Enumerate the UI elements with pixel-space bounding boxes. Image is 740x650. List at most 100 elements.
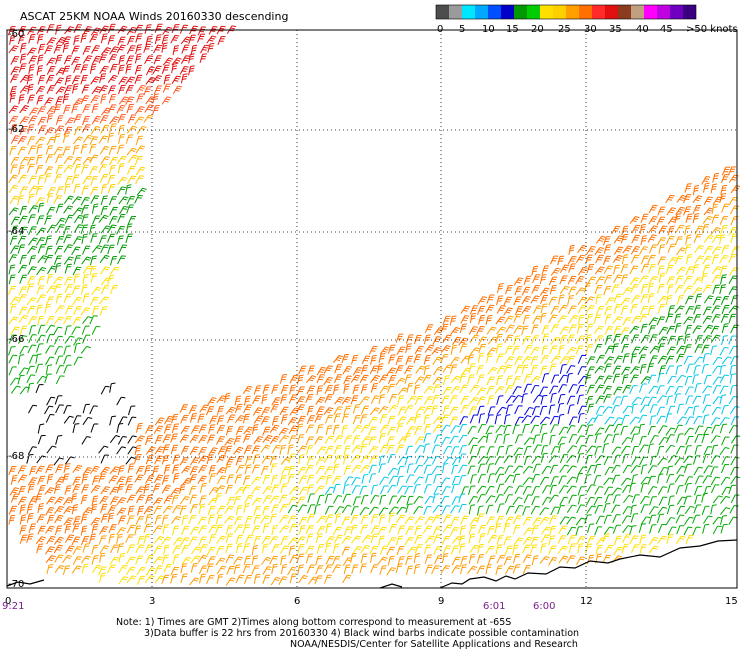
- wind-barb: [198, 503, 206, 514]
- wind-barb: [578, 266, 588, 276]
- wind-barb: [152, 93, 159, 104]
- wind-barb: [378, 514, 386, 525]
- wind-barb: [432, 376, 443, 385]
- wind-barb: [612, 417, 623, 426]
- wind-barb: [8, 105, 19, 114]
- wind-barb: [162, 83, 171, 93]
- wind-barb: [126, 195, 136, 205]
- wind-barb: [721, 456, 731, 466]
- wind-barb: [595, 544, 603, 555]
- wind-barb: [126, 515, 135, 525]
- wind-barb: [694, 383, 702, 393]
- wind-barb: [586, 505, 597, 514]
- wind-barb: [46, 186, 56, 196]
- wind-barb: [667, 243, 676, 253]
- wind-barb: [179, 434, 190, 443]
- wind-barb: [496, 445, 504, 456]
- wind-barb: [440, 436, 451, 446]
- wind-barb: [719, 374, 729, 384]
- wind-barb: [630, 426, 640, 435]
- wind-barb: [566, 485, 577, 494]
- wind-barb: [370, 374, 381, 383]
- wind-barb: [684, 386, 694, 396]
- wind-barb: [171, 75, 181, 85]
- wind-barb: [80, 494, 88, 505]
- wind-barb: [512, 544, 519, 555]
- wind-barb: [611, 464, 621, 474]
- wind-barb: [55, 293, 63, 304]
- wind-barb: [145, 513, 152, 524]
- wind-barb: [306, 405, 314, 416]
- wind-barb: [541, 265, 550, 275]
- wind-barb: [719, 234, 726, 245]
- wind-barb: [127, 463, 135, 474]
- wind-barb: [45, 525, 55, 534]
- wind-barb: [494, 434, 503, 444]
- wind-barb: [728, 313, 737, 324]
- wind-barb: [53, 104, 62, 114]
- wind-barb: [387, 344, 396, 354]
- wind-barb: [487, 406, 496, 416]
- wind-barb: [548, 363, 557, 373]
- wind-barb: [297, 564, 304, 575]
- wind-barb: [531, 265, 539, 276]
- wind-barb: [631, 334, 640, 344]
- wind-barb: [134, 64, 142, 75]
- wind-barb: [521, 325, 529, 336]
- wind-barb: [692, 287, 703, 296]
- wind-barb: [711, 246, 722, 255]
- wind-barb: [613, 274, 623, 284]
- wind-barb: [512, 376, 521, 386]
- wind-barb: [107, 244, 115, 255]
- wind-barb: [19, 42, 27, 53]
- wind-barb: [341, 425, 348, 436]
- wind-barb: [712, 296, 722, 306]
- wind-barb: [125, 223, 133, 234]
- wind-barb: [485, 545, 495, 555]
- wind-barb: [558, 374, 568, 383]
- wind-barb: [386, 567, 396, 576]
- wind-barb: [71, 285, 81, 295]
- wind-barb: [289, 554, 298, 564]
- wind-barb: [379, 565, 387, 575]
- wind-barb: [55, 355, 64, 365]
- wind-barb: [44, 45, 53, 55]
- wind-barb: [37, 525, 46, 535]
- wind-barb: [179, 483, 186, 494]
- wind-barb: [44, 303, 51, 314]
- wind-barb: [278, 494, 288, 504]
- wind-barb: [557, 505, 565, 515]
- wind-barb: [395, 377, 406, 386]
- wind-barb: [684, 225, 691, 236]
- wind-barb: [720, 476, 731, 486]
- wind-barb: [541, 345, 549, 356]
- wind-barb: [620, 477, 632, 486]
- wind-barb: [548, 545, 557, 555]
- wind-barb: [496, 305, 506, 314]
- wind-barb: [163, 74, 171, 85]
- wind-barb: [458, 337, 469, 346]
- wind-barb: [469, 312, 477, 324]
- wind-barb: [54, 125, 65, 134]
- wind-barb: [288, 537, 299, 546]
- wind-barb: [685, 395, 694, 405]
- wind-barb: [352, 546, 363, 555]
- wind-barb: [81, 436, 91, 445]
- wind-barb: [315, 555, 323, 566]
- wind-barb: [91, 103, 99, 114]
- wind-barb: [234, 415, 245, 424]
- legend-swatch: [488, 5, 501, 19]
- wind-barb: [324, 435, 335, 444]
- wind-barb: [440, 565, 451, 574]
- wind-barb: [720, 464, 730, 474]
- wind-barb: [640, 376, 651, 385]
- wind-barb: [332, 483, 341, 494]
- wind-barb: [602, 406, 613, 415]
- wind-barb: [189, 446, 199, 456]
- wind-barb: [73, 255, 81, 265]
- wind-barb: [702, 414, 710, 425]
- wind-barb: [71, 56, 81, 66]
- wind-barb: [316, 374, 325, 384]
- wind-barb: [467, 354, 474, 365]
- wind-barb: [369, 455, 379, 465]
